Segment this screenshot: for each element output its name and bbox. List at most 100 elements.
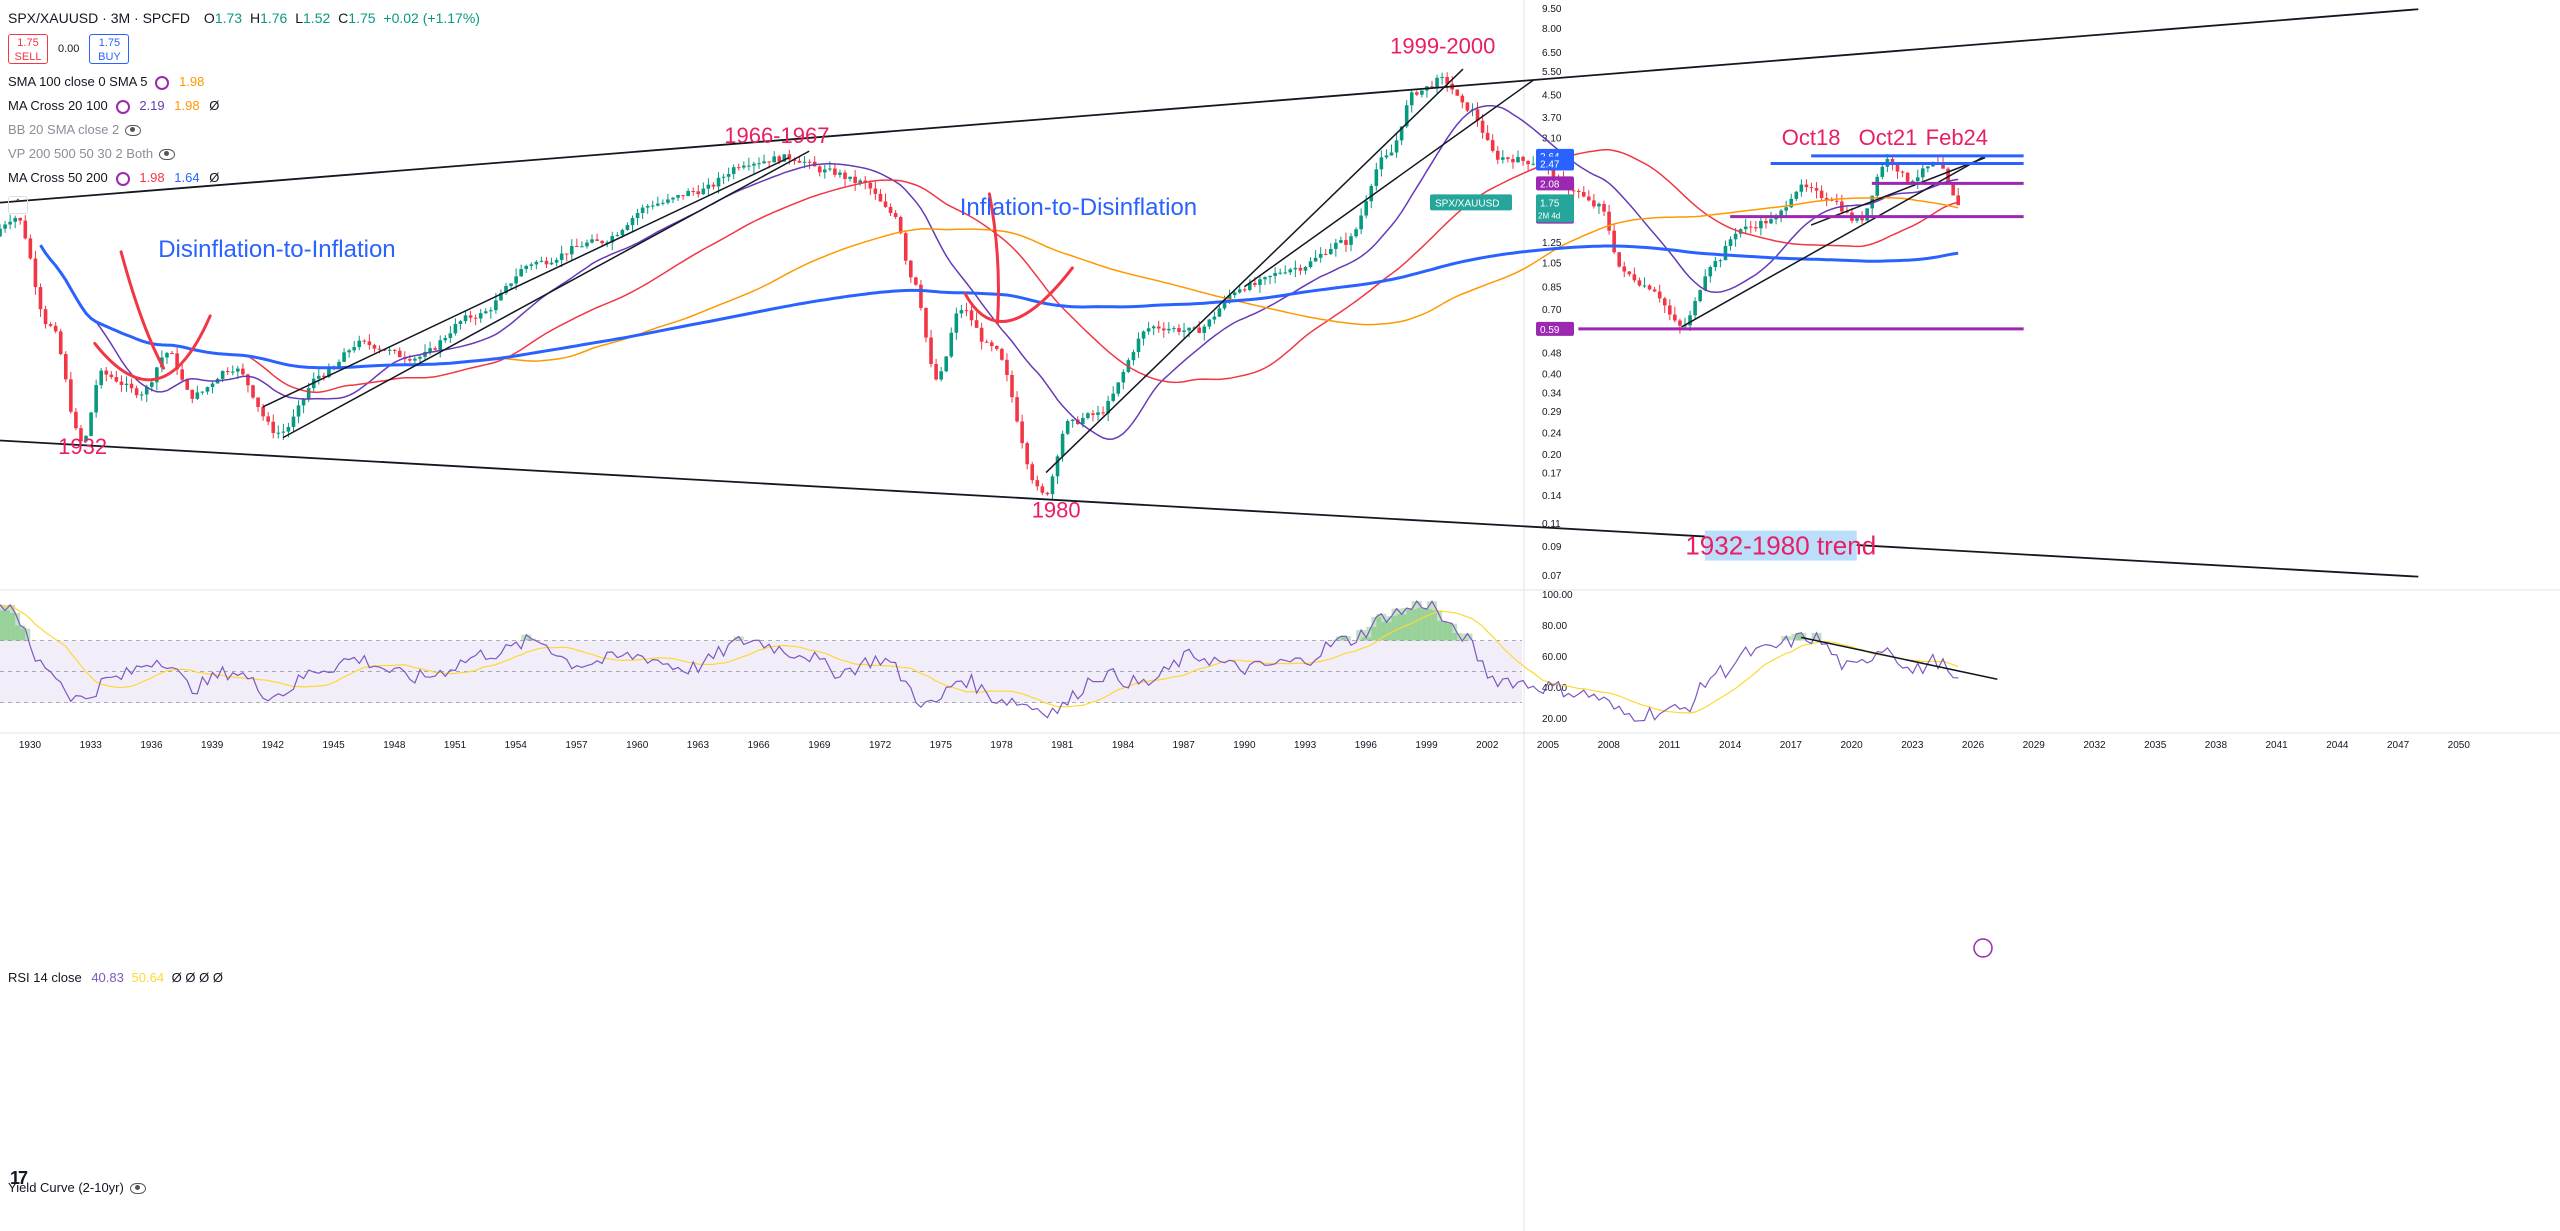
candle-body <box>489 310 493 312</box>
last-price-label: 1.75 <box>1540 198 1560 209</box>
settings-icon[interactable] <box>155 75 170 90</box>
candle-body <box>1915 177 1920 182</box>
indicator-bb[interactable]: BB 20 SMA close 2 <box>8 118 480 142</box>
rsi-tick-label: 40.00 <box>1542 683 1567 694</box>
candle-body <box>752 163 756 166</box>
candle-body <box>569 246 574 255</box>
time-tick-label: 2044 <box>2326 740 2349 751</box>
candle-body <box>1895 164 1900 172</box>
candle-body <box>1581 192 1586 197</box>
time-tick-label: 1966 <box>748 740 771 751</box>
candle-body <box>1612 230 1616 253</box>
rsi-overbought-fill <box>1462 633 1473 641</box>
candle-body <box>1764 220 1768 224</box>
hidden-eye-icon[interactable] <box>159 149 176 161</box>
candle-body <box>1303 267 1308 271</box>
candle-body <box>939 371 943 380</box>
candle-body <box>144 386 149 395</box>
candle-body <box>281 431 286 433</box>
symbol-header[interactable]: SPX/XAUUSD · 3M · SPCFD O1.73 H1.76 L1.5… <box>8 6 480 30</box>
candle-body <box>327 368 331 377</box>
sell-button[interactable]: 1.75 SELL <box>8 34 48 64</box>
candle-body <box>747 165 751 167</box>
candle-body <box>134 388 139 396</box>
candle-body <box>397 350 402 358</box>
candle-body <box>1328 248 1333 255</box>
candle-body <box>3 224 7 229</box>
bar-countdown-label: 2M 4d <box>1538 211 1560 220</box>
symbol-badge <box>1430 194 1512 211</box>
candle-body <box>89 412 93 436</box>
candle-body <box>1015 397 1019 422</box>
candle-body <box>1683 325 1687 327</box>
year-annotation: Feb24 <box>1926 125 1988 150</box>
candle-body <box>1647 285 1652 290</box>
candle-body <box>903 233 908 261</box>
candle-body <box>1197 327 1202 333</box>
rsi-overbought-fill <box>1421 609 1432 641</box>
yield-curve-legend[interactable]: Yield Curve (2-10yr) <box>8 1180 146 1195</box>
year-annotation: 1980 <box>1032 498 1081 523</box>
candle-body <box>645 205 650 208</box>
indicator-sma100[interactable]: SMA 100 close 0 SMA 5 1.98 <box>8 74 205 90</box>
candle-body <box>48 324 53 326</box>
price-tick-label: 0.48 <box>1542 349 1562 360</box>
rsi-overbought-fill <box>1796 632 1807 641</box>
price-tick-label: 0.40 <box>1542 370 1562 381</box>
indicator-vp[interactable]: VP 200 500 50 30 2 Both <box>8 142 480 166</box>
hidden-eye-icon[interactable] <box>129 1183 146 1195</box>
candle-body <box>38 287 43 310</box>
candle-body <box>63 354 68 380</box>
time-tick-label: 1996 <box>1355 740 1378 751</box>
indicator-ma-cross-20-100[interactable]: MA Cross 20 100 2.19 1.98 Ø <box>8 98 220 114</box>
collapse-legend-icon[interactable]: ⌃ <box>8 196 28 214</box>
candle-body <box>468 315 473 318</box>
candle-body <box>1415 92 1419 95</box>
candle-body <box>129 383 134 389</box>
price-tick-label: 0.07 <box>1542 571 1562 582</box>
candle-body <box>1445 77 1449 84</box>
candle-body <box>1283 272 1288 274</box>
buy-button[interactable]: 1.75 BUY <box>89 34 130 64</box>
candle-body <box>99 370 103 386</box>
candle-body <box>873 188 878 194</box>
candle-body <box>463 315 468 322</box>
candle-body <box>817 166 822 173</box>
candle-body <box>701 188 706 195</box>
candle-body <box>1141 331 1146 339</box>
candle-body <box>392 349 397 351</box>
candle-body <box>1273 272 1277 276</box>
candle-body <box>676 195 680 198</box>
candle-body <box>1890 158 1895 165</box>
candle-body <box>539 260 544 262</box>
settings-icon[interactable] <box>115 99 130 114</box>
candle-body <box>1571 190 1576 192</box>
candle-body <box>1288 269 1293 273</box>
candle-body <box>787 154 792 160</box>
trend-note-box <box>1704 530 1857 561</box>
rsi-overbought-fill <box>1811 632 1822 641</box>
time-tick-label: 1960 <box>626 740 649 751</box>
candle-body <box>964 310 969 312</box>
candle-body <box>802 161 807 163</box>
settings-icon[interactable] <box>115 171 130 186</box>
time-tick-label: 2011 <box>1659 740 1681 751</box>
price-level-badge <box>1536 156 1574 171</box>
time-tick-label: 2008 <box>1598 740 1621 751</box>
candle-body <box>124 383 129 385</box>
candle-body <box>989 342 994 347</box>
rsi-legend[interactable]: RSI 14 close 40.83 50.64 Ø Ø Ø Ø <box>8 970 223 985</box>
time-tick-label: 1987 <box>1173 740 1196 751</box>
candle-body <box>271 421 276 433</box>
candle-body <box>84 435 88 442</box>
candle-body <box>1121 371 1126 383</box>
chart-legend: SPX/XAUUSD · 3M · SPCFD O1.73 H1.76 L1.5… <box>8 6 480 214</box>
candle-body <box>838 172 842 175</box>
indicator-ma-cross-50-200[interactable]: MA Cross 50 200 1.98 1.64 Ø <box>8 170 220 186</box>
candle-body <box>1551 166 1556 179</box>
hidden-eye-icon[interactable] <box>125 125 142 137</box>
candle-body <box>1845 211 1849 213</box>
trend-line-1980 <box>1045 68 1464 474</box>
rsi-overbought-fill <box>1791 633 1802 641</box>
